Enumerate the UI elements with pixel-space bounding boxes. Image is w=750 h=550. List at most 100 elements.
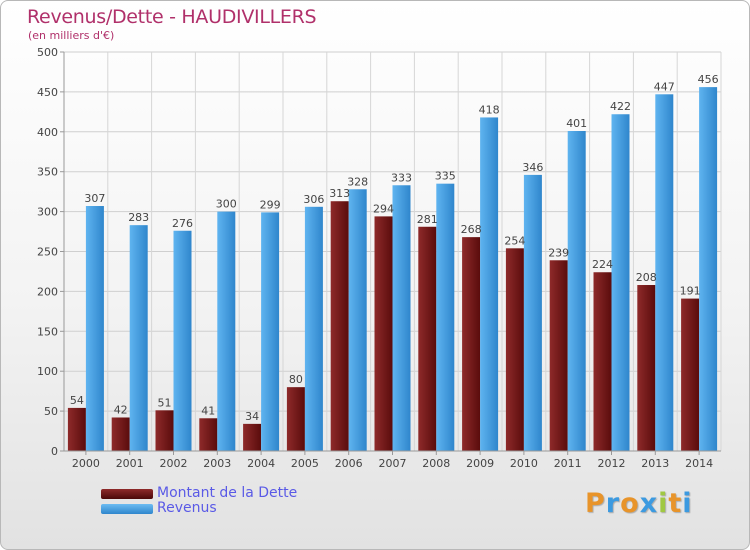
data-label-revenus-2012: 422 [610, 100, 631, 113]
data-label-debt-2004: 34 [245, 410, 259, 423]
x-tick-label-2008: 2008 [422, 457, 450, 470]
bar-revenus-2006 [348, 189, 367, 452]
chart-subtitle: (en milliers d'€) [28, 29, 115, 42]
bar-revenus-2002 [173, 230, 192, 451]
y-tick-label: 200 [37, 285, 58, 298]
x-tick-label-2007: 2007 [379, 457, 407, 470]
data-label-revenus-2001: 283 [128, 211, 149, 224]
x-tick-label-2004: 2004 [247, 457, 275, 470]
logo-letter: i [658, 488, 669, 519]
x-tick-label-2006: 2006 [335, 457, 363, 470]
bar-revenus-2000 [85, 206, 104, 451]
bar-revenus-2014 [699, 87, 718, 451]
bar-revenus-2011 [567, 131, 586, 451]
y-tick-label: 50 [44, 405, 58, 418]
axis-layer: 0 50 100 150 200 250 300 350 400 450 500 2000 2001 20… [37, 46, 721, 470]
x-tick-label-2012: 2012 [598, 457, 626, 470]
bar-debt-2011 [549, 260, 568, 451]
y-tick-label: 500 [37, 46, 58, 59]
y-tick-label: 300 [37, 206, 58, 219]
x-tick-label-2003: 2003 [203, 457, 231, 470]
x-tick-label-2011: 2011 [554, 457, 582, 470]
bar-debt-2014 [681, 298, 700, 451]
data-label-debt-2003: 41 [201, 404, 215, 417]
y-tick-label: 350 [37, 166, 58, 179]
logo-letter: o [620, 488, 640, 519]
bar-debt-2013 [637, 285, 656, 451]
data-label-revenus-2010: 346 [522, 161, 543, 174]
logo-letter: r [605, 488, 621, 519]
logo-letter: t [668, 488, 683, 519]
bar-revenus-2012 [611, 114, 630, 451]
bar-debt-2012 [593, 272, 612, 451]
chart-title: Revenus/Dette - HAUDIVILLERS [27, 6, 317, 28]
logo-letter: i [682, 488, 693, 519]
data-label-revenus-2014: 456 [698, 73, 719, 86]
data-label-debt-2012: 224 [592, 258, 613, 271]
data-label-debt-2010: 254 [504, 234, 525, 247]
proxiti-logo: Proxiti [585, 488, 693, 519]
data-label-debt-2008: 281 [417, 213, 438, 226]
x-tick-label-2005: 2005 [291, 457, 319, 470]
bar-debt-2000 [67, 407, 86, 451]
logo-letter: x [639, 488, 659, 519]
data-label-debt-2002: 51 [158, 396, 172, 409]
bar-revenus-2005 [304, 206, 323, 451]
data-label-debt-2014: 191 [680, 285, 701, 298]
data-label-revenus-2000: 307 [84, 192, 105, 205]
bar-revenus-2013 [655, 94, 674, 451]
x-tick-label-2014: 2014 [685, 457, 713, 470]
bar-debt-2006 [330, 201, 349, 451]
x-tick-label-2001: 2001 [116, 457, 144, 470]
data-label-revenus-2008: 335 [435, 170, 456, 183]
x-tick-label-2000: 2000 [72, 457, 100, 470]
data-label-debt-2007: 294 [373, 202, 394, 215]
bar-revenus-2010 [523, 174, 542, 451]
bars-layer [67, 87, 718, 452]
data-label-revenus-2006: 328 [347, 175, 368, 188]
bar-debt-2002 [155, 410, 174, 451]
data-label-debt-2005: 80 [289, 373, 303, 386]
legend-label-debt: Montant de la Dette [157, 485, 298, 501]
bar-debt-2009 [462, 237, 481, 451]
bar-revenus-2003 [217, 211, 236, 451]
data-label-debt-2001: 42 [114, 403, 128, 416]
data-label-debt-2009: 268 [461, 223, 482, 236]
bar-revenus-2009 [480, 117, 499, 451]
data-label-revenus-2009: 418 [479, 103, 500, 116]
bar-debt-2003 [199, 418, 218, 451]
legend-swatch-revenus [101, 504, 153, 514]
x-tick-label-2010: 2010 [510, 457, 538, 470]
bar-debt-2001 [111, 417, 130, 451]
bar-revenus-2004 [261, 212, 280, 451]
data-label-revenus-2004: 299 [260, 198, 281, 211]
legend-label-revenus: Revenus [157, 500, 217, 516]
bar-revenus-2001 [129, 225, 148, 451]
data-label-debt-2006: 313 [329, 187, 350, 200]
bar-debt-2007 [374, 216, 393, 451]
legend-swatch-debt [101, 489, 153, 499]
data-label-revenus-2007: 333 [391, 171, 412, 184]
data-label-debt-2011: 239 [548, 246, 569, 259]
y-tick-label: 450 [37, 86, 58, 99]
data-label-revenus-2002: 276 [172, 217, 193, 230]
y-tick-label: 400 [37, 126, 58, 139]
x-tick-label-2002: 2002 [160, 457, 188, 470]
data-label-debt-2000: 54 [70, 394, 84, 407]
data-label-revenus-2013: 447 [654, 80, 675, 93]
y-tick-label: 150 [37, 325, 58, 338]
data-label-debt-2013: 208 [636, 271, 657, 284]
data-label-revenus-2005: 306 [303, 193, 324, 206]
x-tick-label-2009: 2009 [466, 457, 494, 470]
bar-debt-2010 [505, 248, 524, 451]
bar-debt-2005 [286, 387, 305, 451]
y-tick-label: 0 [51, 445, 58, 458]
y-tick-label: 250 [37, 246, 58, 259]
data-label-revenus-2003: 300 [216, 198, 237, 211]
x-tick-label-2013: 2013 [641, 457, 669, 470]
bar-revenus-2007 [392, 185, 411, 452]
logo-letter: P [585, 488, 606, 519]
